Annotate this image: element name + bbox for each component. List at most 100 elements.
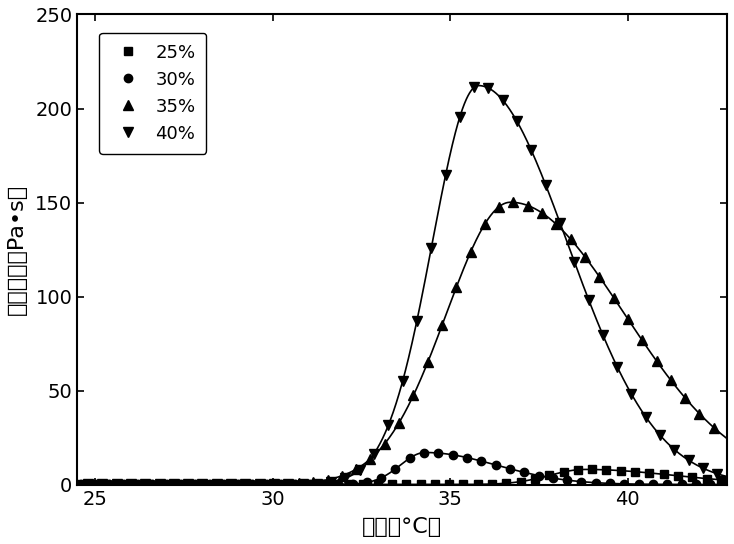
40%: [570, 258, 578, 265]
25%: [145, 481, 153, 488]
30%: [291, 481, 299, 488]
30%: [677, 481, 686, 488]
35%: [695, 410, 704, 417]
40%: [584, 296, 593, 303]
35%: [567, 236, 575, 243]
25%: [187, 481, 196, 488]
35%: [652, 357, 661, 364]
25%: [631, 468, 639, 475]
Line: 25%: 25%: [73, 466, 724, 489]
40%: [498, 97, 507, 103]
30%: [405, 455, 414, 461]
30%: [305, 481, 314, 488]
30%: [534, 472, 543, 479]
35%: [137, 481, 146, 488]
35%: [623, 316, 632, 323]
35%: [266, 481, 275, 487]
25%: [559, 469, 568, 475]
25%: [87, 481, 96, 488]
30%: [233, 481, 242, 488]
30%: [577, 478, 586, 485]
30%: [348, 481, 357, 487]
35%: [495, 203, 504, 210]
30%: [477, 458, 486, 465]
30%: [219, 481, 228, 488]
25%: [459, 481, 468, 488]
35%: [409, 392, 418, 399]
30%: [663, 481, 672, 487]
30%: [319, 481, 328, 488]
30%: [506, 466, 515, 472]
30%: [548, 475, 557, 481]
40%: [684, 457, 693, 463]
40%: [470, 84, 479, 91]
25%: [473, 481, 482, 487]
30%: [720, 481, 729, 488]
25%: [573, 466, 582, 473]
40%: [269, 481, 278, 488]
30%: [177, 481, 186, 488]
30%: [162, 481, 171, 488]
35%: [166, 481, 175, 488]
35%: [380, 441, 389, 447]
35%: [208, 481, 217, 488]
25%: [445, 481, 454, 488]
30%: [491, 462, 500, 468]
25%: [159, 481, 167, 488]
25%: [230, 481, 239, 488]
40%: [427, 245, 436, 251]
35%: [180, 481, 189, 488]
40%: [155, 481, 164, 488]
30%: [148, 481, 157, 488]
30%: [91, 481, 100, 488]
30%: [248, 481, 257, 488]
40%: [284, 481, 293, 487]
25%: [288, 481, 297, 488]
30%: [634, 481, 643, 487]
40%: [556, 219, 564, 226]
25%: [416, 481, 425, 488]
30%: [706, 481, 715, 488]
40%: [441, 172, 450, 178]
25%: [531, 475, 539, 482]
25%: [602, 467, 611, 473]
35%: [294, 480, 303, 486]
40%: [126, 481, 135, 488]
Line: 40%: 40%: [83, 83, 722, 490]
35%: [552, 221, 561, 227]
40%: [413, 317, 421, 324]
30%: [563, 477, 572, 484]
40%: [642, 413, 650, 420]
40%: [512, 118, 521, 125]
25%: [116, 481, 125, 488]
40%: [456, 114, 465, 120]
25%: [401, 481, 410, 488]
30%: [649, 481, 658, 487]
35%: [638, 337, 647, 344]
40%: [141, 481, 150, 488]
40%: [598, 332, 607, 338]
40%: [613, 363, 622, 370]
30%: [520, 469, 528, 475]
40%: [713, 471, 722, 477]
40%: [212, 481, 221, 488]
35%: [323, 477, 332, 483]
35%: [338, 473, 346, 479]
35%: [437, 322, 446, 329]
40%: [84, 481, 92, 488]
30%: [606, 480, 614, 487]
40%: [198, 481, 207, 488]
40%: [341, 475, 350, 481]
40%: [313, 480, 321, 487]
25%: [273, 481, 282, 488]
30%: [363, 479, 371, 486]
25%: [173, 481, 182, 488]
40%: [670, 446, 679, 453]
35%: [366, 455, 375, 462]
35%: [538, 209, 547, 216]
35%: [395, 419, 404, 426]
40%: [170, 481, 178, 488]
40%: [112, 481, 121, 488]
35%: [223, 481, 232, 488]
30%: [391, 466, 400, 472]
